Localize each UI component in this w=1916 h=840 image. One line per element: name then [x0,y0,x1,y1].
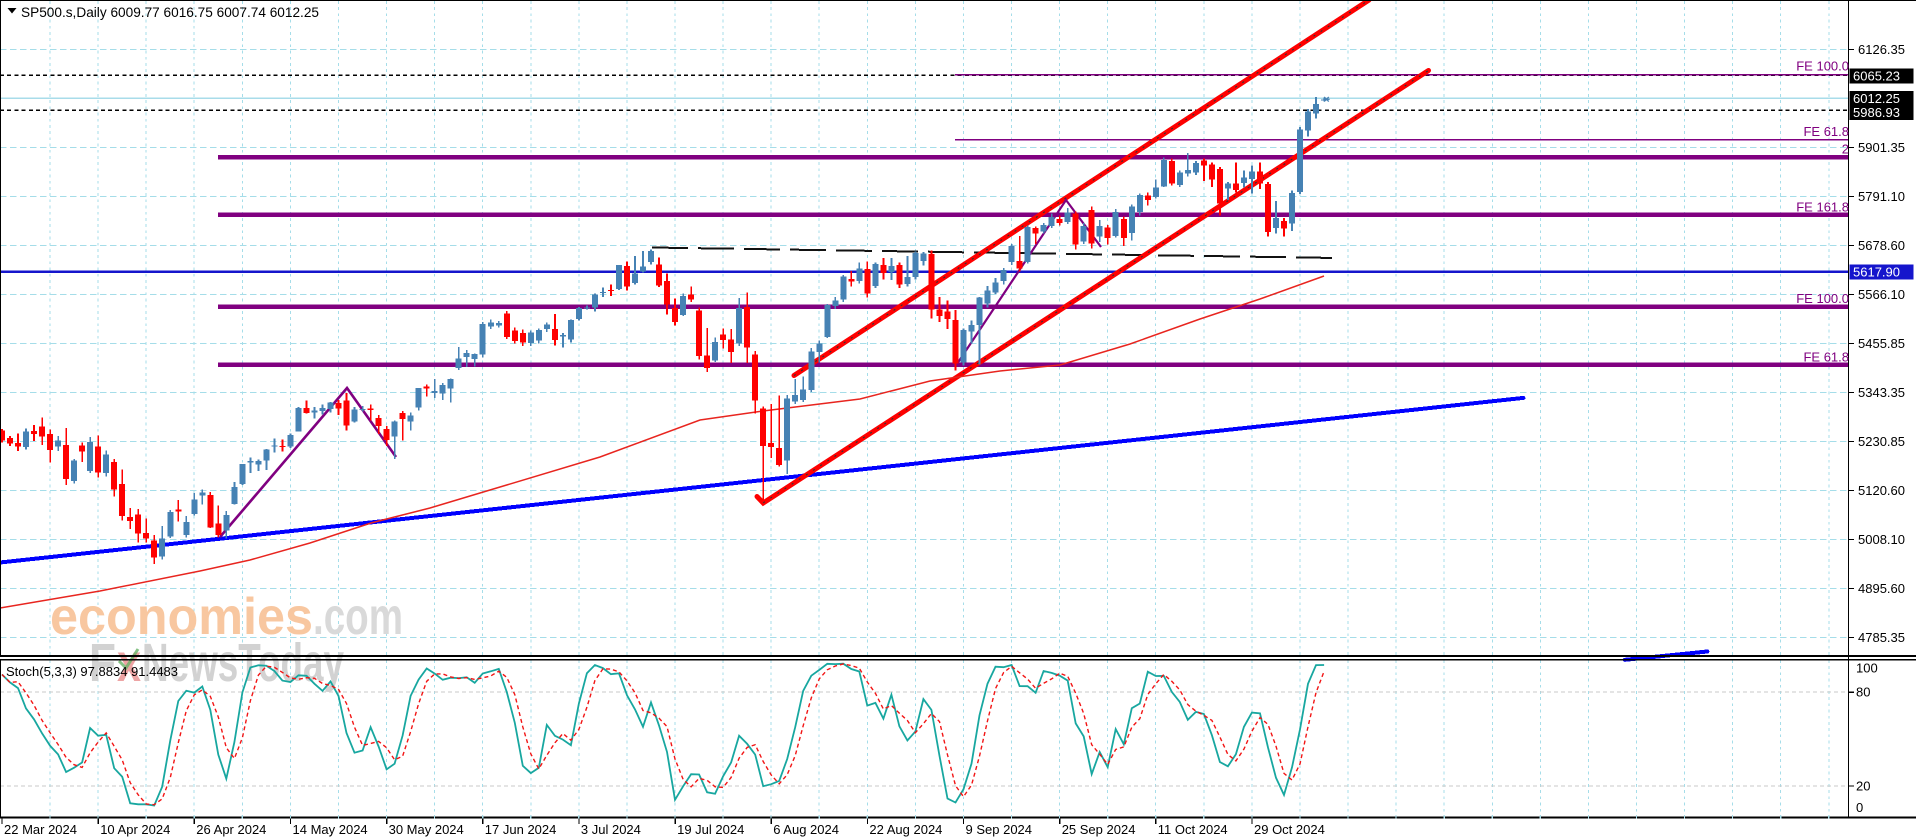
svg-text:Stoch(5,3,3) 97.8834 91.4483: Stoch(5,3,3) 97.8834 91.4483 [6,664,178,679]
svg-text:6126.35: 6126.35 [1858,42,1905,57]
svg-text:5455.85: 5455.85 [1858,336,1905,351]
svg-text:FE 100.0: FE 100.0 [1796,291,1849,306]
svg-text:5617.90: 5617.90 [1853,264,1900,279]
svg-text:9 Sep 2024: 9 Sep 2024 [966,822,1033,837]
svg-text:26 Apr 2024: 26 Apr 2024 [196,822,266,837]
svg-text:22 Aug 2024: 22 Aug 2024 [869,822,942,837]
svg-text:6012.25: 6012.25 [1853,91,1900,106]
svg-text:5566.10: 5566.10 [1858,287,1905,302]
svg-text:5901.35: 5901.35 [1858,140,1905,155]
svg-text:economies: economies [50,588,313,646]
svg-text:FE 100.0: FE 100.0 [1796,59,1849,74]
svg-text:29 Oct 2024: 29 Oct 2024 [1254,822,1325,837]
svg-text:6 Aug 2024: 6 Aug 2024 [773,822,839,837]
svg-text:5008.10: 5008.10 [1858,532,1905,547]
svg-text:20: 20 [1856,778,1870,793]
svg-text:14 May 2024: 14 May 2024 [293,822,368,837]
svg-text:5343.35: 5343.35 [1858,385,1905,400]
svg-text:5986.93: 5986.93 [1853,105,1900,120]
svg-text:11 Oct 2024: 11 Oct 2024 [1158,822,1228,837]
svg-text:17 Jun 2024: 17 Jun 2024 [485,822,557,837]
svg-text:4785.35: 4785.35 [1858,630,1905,645]
svg-text:19 Jul 2024: 19 Jul 2024 [677,822,744,837]
svg-text:10 Apr 2024: 10 Apr 2024 [100,822,170,837]
svg-text:NewsToday: NewsToday [142,633,344,693]
svg-text:6065.23: 6065.23 [1853,69,1900,84]
svg-text:4895.60: 4895.60 [1858,581,1905,596]
svg-text:5678.60: 5678.60 [1858,238,1905,253]
svg-text:5791.10: 5791.10 [1858,189,1905,204]
svg-text:F: F [89,633,116,693]
svg-text:FE 161.8: FE 161.8 [1796,199,1849,214]
svg-text:3 Jul 2024: 3 Jul 2024 [581,822,641,837]
svg-text:25 Sep 2024: 25 Sep 2024 [1062,822,1136,837]
svg-text:30 May 2024: 30 May 2024 [389,822,464,837]
svg-text:22 Mar 2024: 22 Mar 2024 [4,822,77,837]
svg-text:2: 2 [1842,142,1849,157]
svg-text:0: 0 [1856,800,1863,815]
svg-text:5230.85: 5230.85 [1858,434,1905,449]
svg-text:SP500.s,Daily 6009.77 6016.75: SP500.s,Daily 6009.77 6016.75 6007.74 60… [21,5,319,20]
svg-text:FE 61.8: FE 61.8 [1803,349,1849,364]
svg-text:.com: .com [313,588,403,646]
svg-text:100: 100 [1856,661,1878,676]
svg-text:80: 80 [1856,685,1870,700]
svg-text:FE 61.8: FE 61.8 [1803,124,1849,139]
svg-text:5120.60: 5120.60 [1858,483,1905,498]
